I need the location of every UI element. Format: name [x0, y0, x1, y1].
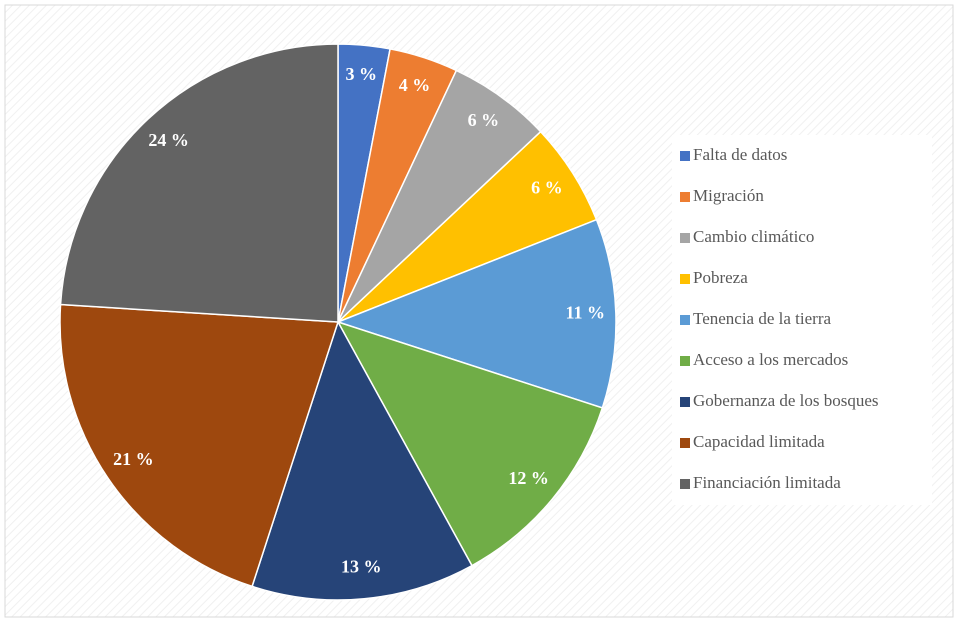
- legend-swatch: [680, 274, 690, 284]
- legend-swatch: [680, 397, 690, 407]
- legend-label: Migración: [693, 186, 764, 205]
- pie-slice: [59, 43, 339, 323]
- pie: 3 % 4 % 6 % 6 % 11 % 12 % 13 % 21 % 24 %: [59, 43, 617, 601]
- legend: Falta de datos Migración Cambio climático P…: [680, 145, 879, 492]
- legend-swatch: [680, 315, 690, 325]
- legend-swatch: [680, 438, 690, 448]
- legend-label: Gobernanza de los bosques: [693, 391, 879, 410]
- legend-label: Financiación limitada: [693, 473, 841, 492]
- pie-slice: [251, 320, 473, 601]
- pie-slice: [59, 303, 340, 588]
- value-label: 3 %: [346, 64, 378, 84]
- legend-label: Pobreza: [693, 268, 748, 287]
- value-label: 11 %: [566, 302, 606, 322]
- legend-swatch: [680, 151, 690, 161]
- legend-label: Capacidad limitada: [693, 432, 825, 451]
- legend-swatch: [680, 233, 690, 243]
- legend-box: [672, 135, 932, 505]
- value-label: 21 %: [113, 449, 154, 469]
- value-label: 4 %: [399, 75, 431, 95]
- legend-label: Cambio climático: [693, 227, 814, 246]
- legend-label: Falta de datos: [693, 145, 787, 164]
- value-label: 6 %: [468, 110, 500, 130]
- legend-swatch: [680, 479, 690, 489]
- legend-label: Acceso a los mercados: [693, 350, 848, 369]
- value-label: 13 %: [341, 556, 382, 576]
- legend-label: Tenencia de la tierra: [693, 309, 831, 328]
- value-label: 24 %: [148, 130, 189, 150]
- pie-slice: [336, 320, 604, 567]
- legend-swatch: [680, 192, 690, 202]
- value-label: 6 %: [531, 178, 563, 198]
- value-label: 12 %: [508, 468, 549, 488]
- legend-swatch: [680, 356, 690, 366]
- pie-slice: [335, 218, 617, 409]
